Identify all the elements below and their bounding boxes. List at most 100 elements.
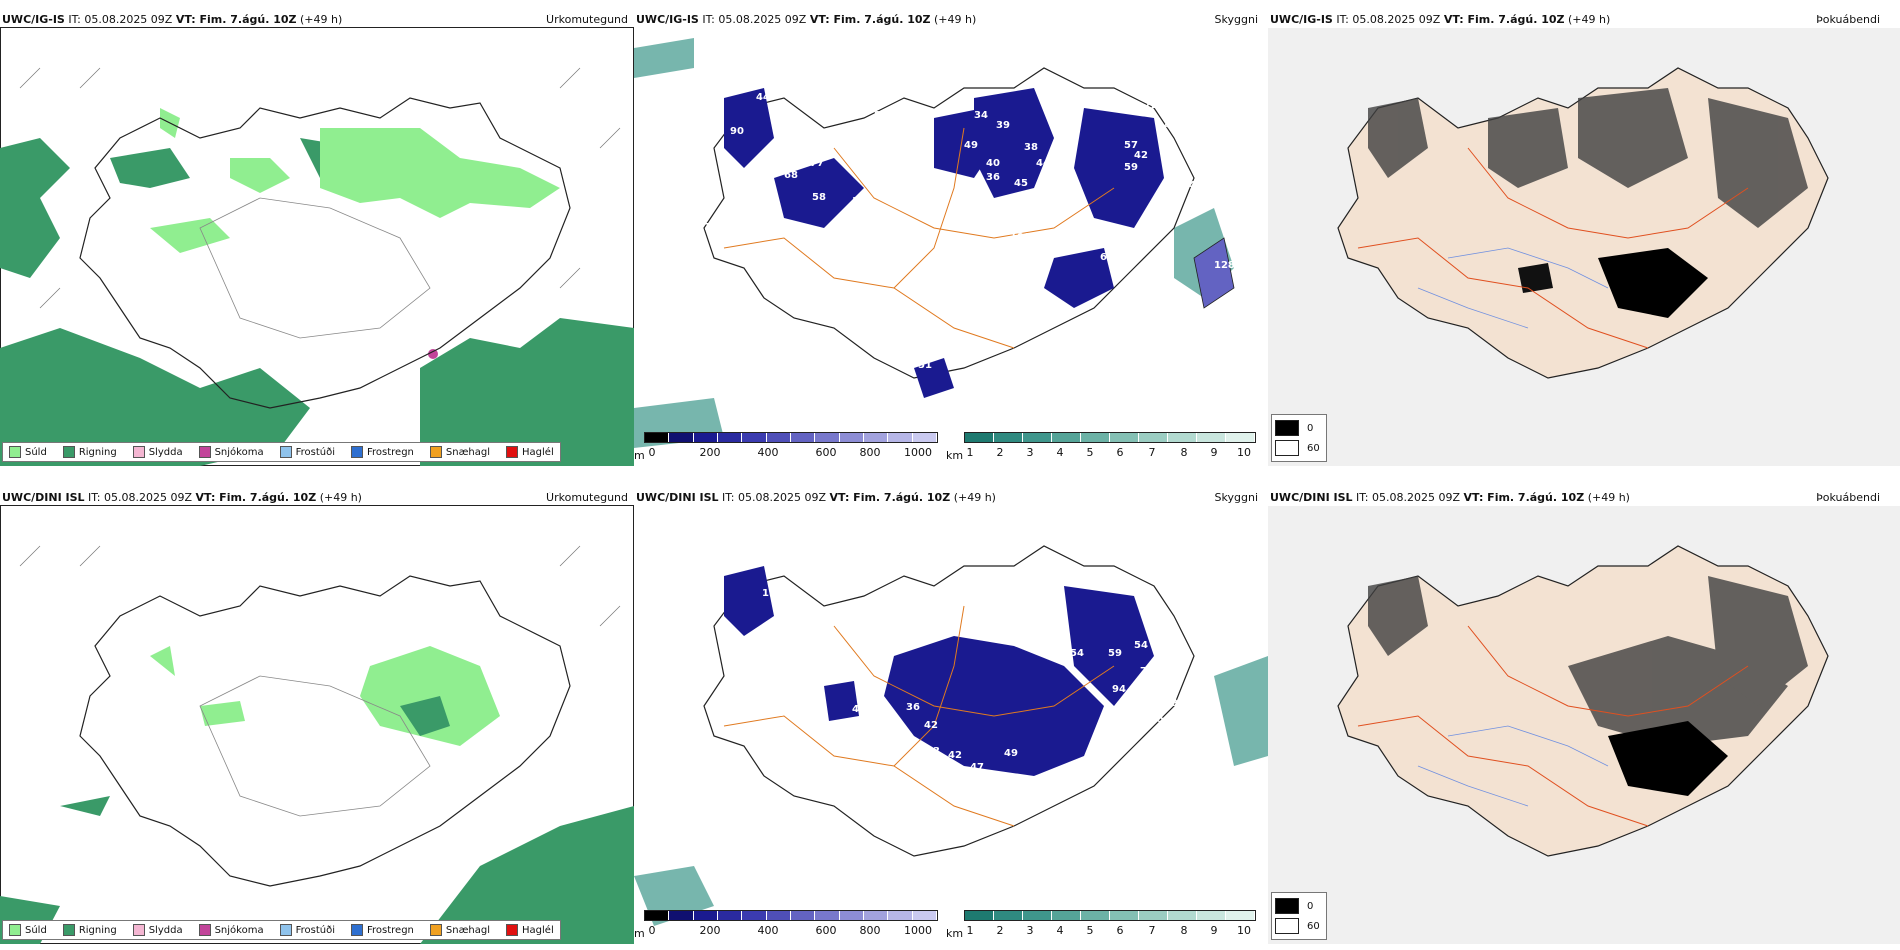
ceiling-value-label: 61 [752,704,766,715]
visibility-panel-top: UWC/IG-IS IT: 05.08.2025 09Z VT: Fim. 7.… [634,14,1268,466]
ceiling-value-label: 09 [782,584,796,595]
legend-item: Rigning [62,924,117,936]
ceiling-value-label: 34 [974,110,988,121]
ceiling-value-label: 55 [1048,634,1062,645]
ceiling-value-label: 86 [874,110,888,121]
ceiling-value-label: 105 [762,588,783,599]
ceiling-value-label: 38 [852,734,866,745]
ceiling-value-label: 44 [1036,158,1050,169]
legend-item: Frostregn [351,924,414,936]
ceiling-value-label: 10 [934,170,948,181]
legend-item: Snjókoma [198,924,264,936]
ceiling-value-label: 49 [1114,100,1128,111]
legend-item: Snæhagl [429,446,490,458]
ceiling-value-label: 40 [852,704,866,715]
precip-map [0,545,634,944]
ceiling-value-label: 57 [1208,654,1222,665]
ceiling-value-label: 41 [1134,704,1148,715]
ceiling-value-label: 81 [1054,108,1068,119]
legend-item: Snæhagl [429,924,490,936]
precip-map [0,67,634,466]
precip-legend: Súld Rigning Slydda Snjókoma Frostúði Fr… [2,442,561,462]
ceiling-value-label: 41 [1194,140,1208,151]
ceiling-value-label: 70 [1202,160,1216,171]
ceiling-value-label: 47 [772,708,786,719]
ceiling-value-label: 57 [1124,140,1138,151]
legend-item: Haglél [506,446,554,458]
legend-item: Frostregn [351,446,414,458]
legend-item: Frostúði [279,446,335,458]
ceiling-value-label: 45 [1150,714,1164,725]
ceiling-value-label: 53 [1194,664,1208,675]
ceiling-value-label: 44 [756,92,770,103]
ceiling-value-label: 45 [1014,178,1028,189]
ceiling-value-label: 68 [784,170,798,181]
ceiling-value-label: 79 [1044,100,1058,111]
ceiling-value-label: 38 [1024,142,1038,153]
ceiling-value-label: 100 [1010,232,1031,243]
ceiling-value-label: 54 [1070,648,1084,659]
ceiling-value-label: 36 [986,172,1000,183]
ceiling-value-label: 72 [1140,666,1154,677]
ceiling-value-label: 42 [1134,150,1148,161]
precip-legend: Súld Rigning Slydda Snjókoma Frostúði Fr… [2,920,561,940]
panel-header: UWC/DINI ISL IT: 05.08.2025 09Z VT: Fim.… [1270,492,1630,504]
ceiling-value-label: 56 [1024,206,1038,217]
ceiling-value-label: 128 [1214,260,1235,271]
panel-header: UWC/DINI ISL IT: 05.08.2025 09Z VT: Fim.… [2,492,362,504]
ceiling-value-label: 66 [734,80,748,91]
ceiling-value-label: 36 [906,702,920,713]
ceiling-value-label: 180 [862,242,883,253]
ceiling-value-label: 39 [852,196,866,207]
ceiling-value-label: 49 [1164,698,1178,709]
legend-item: 0 [1275,896,1323,916]
ceiling-value-label: 38 [1194,168,1208,179]
panel-title: Skyggni [1214,14,1258,26]
precip-panel-bottom: UWC/DINI ISL IT: 05.08.2025 09Z VT: Fim.… [0,492,634,944]
fog-map [1268,28,1900,466]
visibility-panel-bottom: UWC/DINI ISL IT: 05.08.2025 09Z VT: Fim.… [634,492,1268,944]
ceiling-value-label: 42 [888,740,902,751]
ceiling-value-label: 72 [1144,100,1158,111]
ceiling-value-label: 15 [704,222,718,233]
ceiling-value-label: 42 [948,750,962,761]
ceiling-value-label: 54 [1134,640,1148,651]
ceiling-value-label: 51 [918,360,932,371]
ceiling-value-label: 42 [924,720,938,731]
ceiling-value-label: 49 [1004,748,1018,759]
ceiling-value-label: 10 [762,220,776,231]
legend-item: Súld [9,924,47,936]
legend-item: Súld [9,446,47,458]
ceiling-map: 54 105 09 186 61 47 40 38 36 42 42 43 42 47 49 55 54 59 54… [634,545,1268,926]
panel-header: UWC/IG-IS IT: 05.08.2025 09Z VT: Fim. 7.… [2,14,343,26]
ceiling-value-label: 58 [812,192,826,203]
ceiling-value-label: 61 [1100,252,1114,263]
ceiling-value-label: 59 [1124,162,1138,173]
legend-item: 0 [1275,418,1323,438]
legend-item: Rigning [62,446,117,458]
ceiling-value-label: 47 [970,762,984,773]
fog-panel-bottom: UWC/DINI ISL IT: 05.08.2025 09Z VT: Fim.… [1268,492,1900,944]
ceiling-value-label: 186 [762,628,783,639]
panel-title: Úrkomutegund [546,14,628,26]
fog-legend: 0 60 [1271,414,1327,462]
panel-header: UWC/IG-IS IT: 05.08.2025 09Z VT: Fim. 7.… [636,14,977,26]
ceiling-value-label: 94 [1112,684,1126,695]
panel-title: Þokuábendi [1816,492,1880,504]
ceiling-value-label: 90 [730,126,744,137]
precip-panel-top: UWC/IG-IS IT: 05.08.2025 09Z VT: Fim. 7.… [0,14,634,466]
ceiling-colorbar: m 0 200 400 600 800 1000 [634,910,944,940]
ceiling-value-label: 44 [1182,180,1196,191]
fog-panel-top: UWC/IG-IS IT: 05.08.2025 09Z VT: Fim. 7.… [1268,14,1900,466]
ceiling-value-label: 87 [1122,244,1136,255]
fog-legend: 0 60 [1271,892,1327,940]
visibility-colorbar: km 1 2 3 4 5 6 7 8 9 10 [946,432,1256,462]
legend-item: Frostúði [279,924,335,936]
ceiling-value-label: 49 [964,140,978,151]
ceiling-value-label: 12 [794,130,808,141]
ceiling-value-label: 49 [1164,156,1178,167]
ceiling-value-label: 54 [734,558,748,569]
ceiling-value-label: 97 [1030,248,1044,259]
legend-item: Slydda [132,924,183,936]
